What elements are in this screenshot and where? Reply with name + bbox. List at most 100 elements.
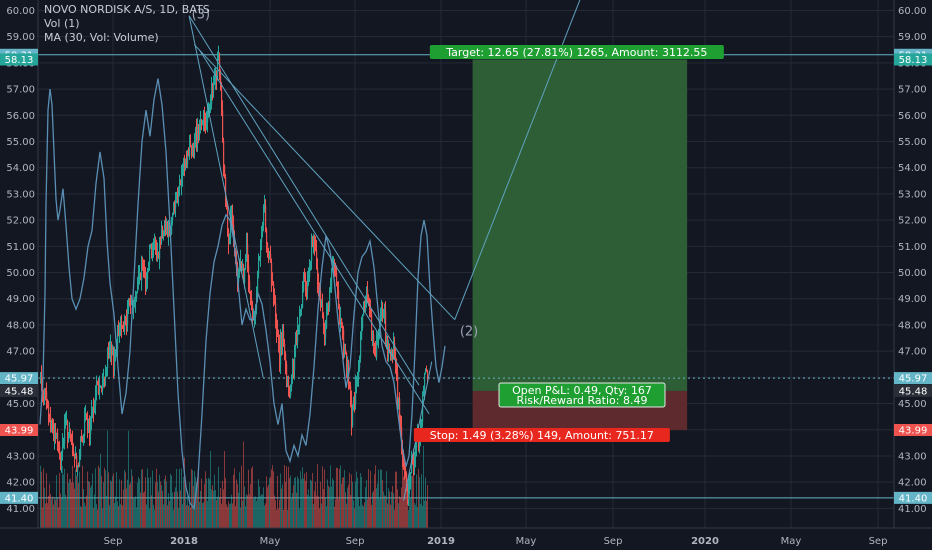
candle-body [103, 376, 105, 383]
volume-bar [271, 469, 272, 528]
volume-bar [321, 503, 322, 528]
volume-bar [75, 469, 76, 528]
volume-bar [72, 465, 73, 528]
candle-body [127, 309, 129, 324]
candle-body [263, 210, 265, 226]
y-tick-label-left: 55.00 [6, 137, 35, 148]
price-badge [0, 384, 38, 397]
candle-body [325, 328, 327, 338]
x-tick-label: 2019 [427, 536, 455, 547]
candle-body [411, 456, 413, 473]
candle-body [244, 268, 246, 283]
volume-bar [82, 465, 83, 528]
volume-bar [224, 451, 225, 528]
volume-bar [378, 469, 379, 528]
volume-bar [401, 487, 402, 528]
volume-bar [128, 430, 129, 528]
candle-body [378, 335, 380, 338]
candle-body [260, 241, 262, 258]
candle-body [145, 277, 147, 287]
candle-body [202, 120, 204, 122]
candle-body [47, 399, 49, 405]
candle-body [192, 147, 194, 149]
volume-bar [208, 477, 209, 528]
candle-body [206, 122, 208, 124]
volume-bar [47, 503, 48, 528]
candle-body [335, 272, 337, 274]
volume-bar [41, 471, 42, 528]
candle-body [108, 350, 110, 353]
volume-bar [147, 468, 148, 528]
candle-body [358, 367, 360, 377]
candle-body [83, 436, 85, 442]
candle-body [339, 308, 341, 323]
candle-body [139, 273, 141, 277]
candle-body [316, 250, 318, 268]
candle-body [400, 423, 402, 427]
volume-bar [397, 489, 398, 528]
volume-bar [347, 487, 348, 528]
volume-bar [126, 488, 127, 528]
volume-bar [213, 490, 214, 528]
x-tick-label: May [260, 536, 281, 547]
volume-bar [176, 468, 177, 528]
candle-body [59, 446, 61, 458]
volume-bar [177, 491, 178, 528]
volume-bar [412, 475, 413, 528]
candle-body [203, 112, 205, 121]
x-tick-label: Sep [604, 536, 623, 547]
candle-body [266, 229, 268, 244]
candle-body [84, 415, 86, 437]
candle-body [404, 463, 406, 469]
y-tick-label-left: 52.00 [6, 216, 35, 227]
volume-bar [152, 470, 153, 528]
volume-bar [298, 478, 299, 528]
candle-body [322, 305, 324, 316]
volume-bar [233, 474, 234, 528]
volume-bar [263, 487, 264, 528]
volume-bar [114, 502, 115, 528]
candle-body [45, 388, 47, 392]
volume-bar [172, 492, 173, 528]
candle-body [60, 457, 62, 462]
volume-bar [267, 487, 268, 528]
candle-body [54, 430, 56, 439]
volume-bar [331, 486, 332, 528]
candle-body [185, 160, 187, 169]
candle-body [201, 119, 203, 121]
volume-bar [138, 477, 139, 528]
volume-bar [241, 465, 242, 528]
candle-body [181, 175, 183, 185]
volume-bar [353, 500, 354, 528]
volume-bar [288, 466, 289, 528]
candle-body [297, 328, 299, 343]
volume-bar [218, 466, 219, 528]
candle-body [317, 267, 319, 284]
volume-bar [135, 496, 136, 528]
candle-body [89, 424, 91, 435]
candle-body [410, 472, 412, 484]
candle-body [180, 179, 182, 185]
candle-body [165, 224, 167, 226]
volume-bar [202, 502, 203, 528]
candle-body [154, 240, 156, 242]
candle-body [426, 370, 428, 372]
candle-body [207, 110, 209, 123]
volume-bar [361, 476, 362, 528]
volume-bar [220, 488, 221, 528]
volume-bar [346, 503, 347, 528]
y-tick-label-left: 51.00 [6, 242, 35, 253]
candle-body [162, 225, 164, 235]
candle-body [306, 287, 308, 291]
price-badge [0, 372, 38, 385]
volume-bar [252, 466, 253, 528]
volume-bar [374, 474, 375, 528]
candle-body [344, 349, 346, 352]
candle-body [361, 327, 363, 339]
candle-body [94, 405, 96, 413]
volume-bar [258, 479, 259, 528]
volume-bar [376, 488, 377, 528]
candle-body [209, 104, 211, 111]
candle-body [223, 141, 225, 167]
